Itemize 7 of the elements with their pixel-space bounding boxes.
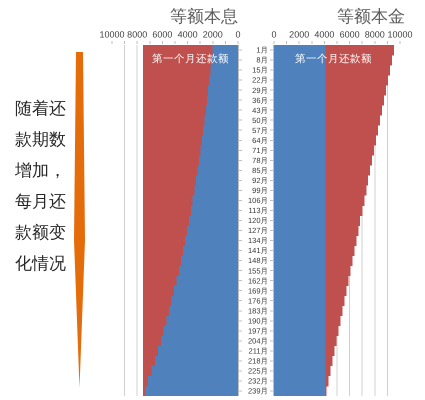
- chart-title: 等额本金: [337, 6, 405, 27]
- x-tick-label: 10000: [387, 29, 413, 40]
- x-tick-label: 8000: [364, 29, 385, 40]
- x-tick-label: 0: [271, 29, 277, 40]
- x-tick-label: 4000: [314, 29, 334, 40]
- x-tick-label: 2000: [289, 29, 310, 40]
- x-tick-label: 6000: [340, 29, 360, 40]
